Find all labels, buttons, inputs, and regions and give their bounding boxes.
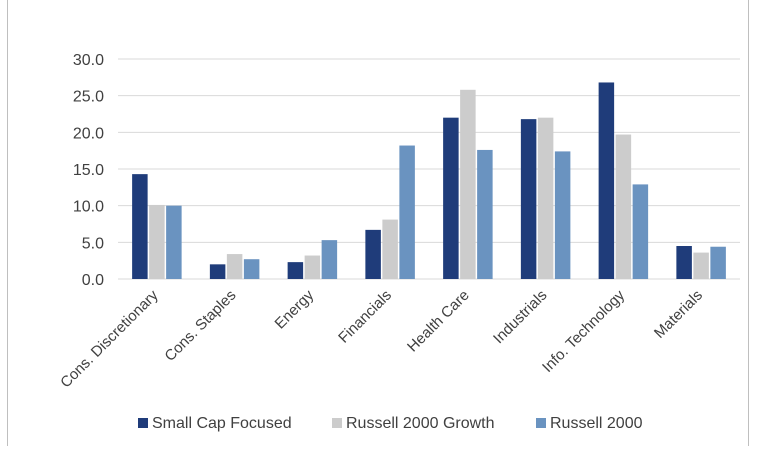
legend-swatch — [536, 418, 546, 428]
bar — [132, 174, 148, 279]
bar — [632, 184, 649, 279]
legend-label: Russell 2000 Growth — [346, 415, 495, 432]
y-tick-label: 0.0 — [82, 272, 104, 289]
x-category-label: Industrials — [490, 287, 550, 347]
bar — [321, 240, 338, 279]
x-category-label: Energy — [272, 286, 318, 332]
legend-label: Russell 2000 — [550, 415, 643, 432]
y-tick-label: 15.0 — [73, 162, 104, 179]
bar — [443, 117, 459, 280]
bar — [676, 246, 692, 279]
bar — [243, 259, 260, 279]
bars — [132, 82, 726, 280]
legend-label: Small Cap Focused — [152, 415, 292, 432]
bar — [460, 89, 476, 279]
bar — [149, 204, 165, 279]
bar — [615, 134, 632, 279]
y-tick-label: 10.0 — [73, 199, 104, 216]
bar — [287, 262, 304, 279]
bar — [304, 255, 321, 279]
y-tick-label: 30.0 — [73, 52, 104, 69]
bar — [166, 205, 182, 279]
x-category-label: Info. Technology — [539, 286, 628, 375]
x-category-label: Health Care — [404, 287, 473, 356]
x-axis-category-labels: Cons. Discretionary Cons. Staples Energy Fi… — [57, 286, 706, 391]
bar — [710, 246, 726, 279]
bar — [365, 229, 381, 279]
legend: Small Cap Focused Russell 2000 Growth Russ… — [138, 415, 643, 432]
x-category-label: Materials — [651, 287, 706, 342]
x-category-label: Financials — [335, 287, 395, 347]
y-tick-label: 25.0 — [73, 89, 104, 106]
legend-swatch — [138, 418, 148, 428]
y-axis-tick-labels: 0.0 5.0 10.0 15.0 20.0 25.0 30.0 — [73, 52, 104, 289]
bar — [209, 264, 226, 279]
bar — [382, 219, 398, 279]
x-category-label: Cons. Discretionary — [57, 286, 162, 391]
bar — [554, 151, 571, 279]
bar — [477, 149, 493, 279]
bar — [226, 254, 243, 279]
x-category-label: Cons. Staples — [161, 287, 239, 365]
legend-swatch — [332, 418, 342, 428]
bar — [598, 82, 615, 279]
bar — [537, 117, 554, 280]
y-tick-label: 20.0 — [73, 125, 104, 142]
bar — [520, 119, 537, 279]
bar — [693, 252, 709, 279]
bar — [399, 145, 415, 279]
y-tick-label: 5.0 — [82, 235, 104, 252]
